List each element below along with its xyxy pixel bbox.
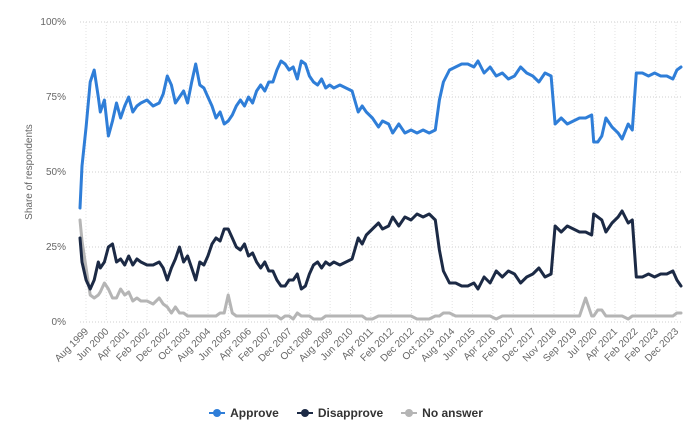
y-tick-label: 0% [52,317,67,328]
legend-item-disapprove[interactable]: Disapprove [296,406,384,420]
legend-item-no-answer[interactable]: No answer [401,406,483,420]
grid-lines [80,21,681,323]
y-axis-label: Share of respondents [24,124,35,220]
series-line-no-answer [78,218,683,321]
y-tick-label: 25% [46,242,66,253]
y-tick-label: 75% [46,92,66,103]
y-axis-ticks: 0% 25% 50% 75% 100% [40,17,66,328]
legend-label: Approve [230,406,279,420]
legend-swatch-icon [296,407,313,419]
series-lines [78,59,683,321]
legend-swatch-icon [401,407,418,419]
y-tick-label: 100% [40,17,66,28]
legend: Approve Disapprove No answer [0,406,692,420]
legend-label: Disapprove [317,406,384,420]
y-tick-label: 50% [46,167,66,178]
legend-label: No answer [422,406,483,420]
series-line-disapprove [78,209,683,291]
legend-item-approve[interactable]: Approve [209,406,279,420]
series-line-approve [78,59,683,210]
legend-swatch-icon [209,407,226,419]
